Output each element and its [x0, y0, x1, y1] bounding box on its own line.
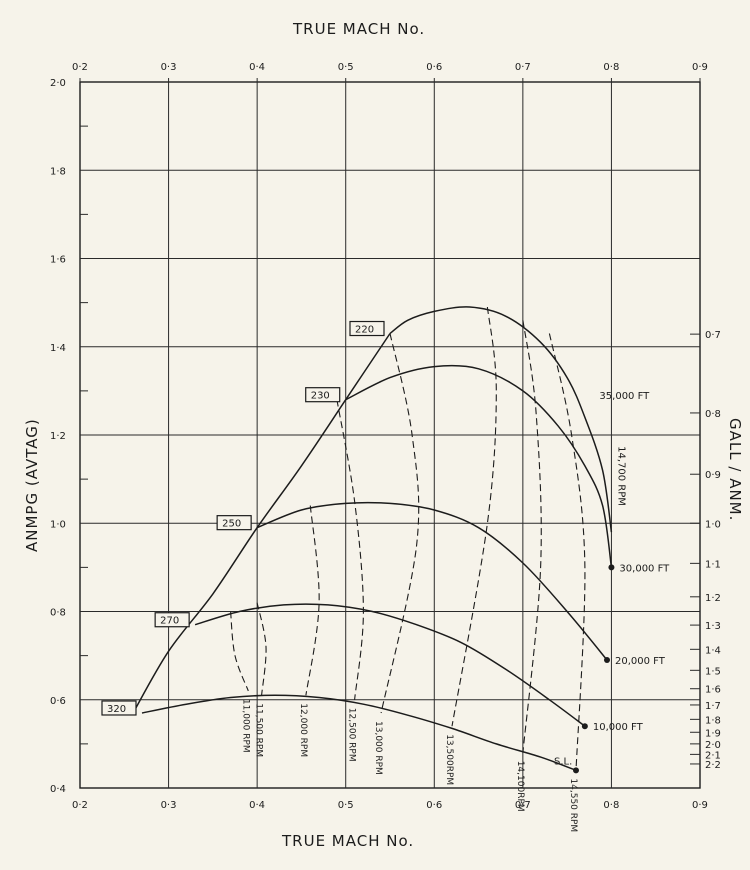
rpm-dashed-line — [380, 333, 420, 714]
x-tick-label-top: 0·8 — [603, 62, 619, 73]
x-tick-label-top: 0·7 — [515, 62, 531, 73]
y2-tick-label: 1·1 — [705, 559, 721, 570]
y2-tick-label: 2·1 — [705, 750, 721, 761]
x-tick-label-bottom: 0·9 — [692, 800, 708, 811]
series-label-230: 230 — [311, 391, 330, 402]
y2-tick-label: 1·3 — [705, 621, 721, 632]
y2-tick-label: 1·4 — [705, 645, 721, 656]
rpm-dashed-line — [548, 333, 586, 771]
y2-tick-label: 1·5 — [705, 666, 721, 677]
altitude-label: 20,000 FT — [615, 656, 666, 667]
y2-tick-label: 1·0 — [705, 519, 721, 530]
curve-layer — [132, 306, 615, 774]
x-tick-label-top: 0·9 — [692, 62, 708, 73]
series-curve-250 — [256, 501, 608, 661]
y-tick-label: 1·4 — [50, 343, 66, 354]
rpm-dashed-line — [305, 505, 320, 696]
y2-tick-label: 1·7 — [705, 701, 721, 712]
rpm-label: 13,500RPM — [444, 734, 454, 785]
series-label-220: 220 — [355, 325, 374, 336]
altitude-rpm-label: 14,700 RPM — [615, 446, 626, 506]
y2-tick-label: 2·2 — [705, 760, 721, 771]
y-tick-label: 1·8 — [50, 166, 66, 177]
y2-axis-label: GALL / ANM. — [726, 418, 744, 521]
grid-layer — [79, 78, 701, 789]
x-tick-label-top: 0·5 — [338, 62, 354, 73]
y-tick-label: 0·8 — [50, 608, 66, 619]
series-box-320 — [101, 700, 137, 716]
series-curve-220 — [389, 306, 613, 533]
y2-tick-label: 1·8 — [705, 715, 721, 726]
series-box-250 — [216, 515, 252, 531]
x-tick-label-top: 0·4 — [249, 62, 265, 73]
x-tick-label-bottom: 0·7 — [515, 800, 531, 811]
y-tick-label: 1·2 — [50, 431, 66, 442]
y-tick-label: 0·4 — [50, 784, 66, 795]
rpm-label: 12,500 RPM — [347, 708, 357, 762]
altitude-label: 35,000 FT — [599, 391, 650, 402]
x-tick-label-bottom: 0·4 — [249, 800, 265, 811]
x-tick-label-bottom: 0·8 — [603, 800, 619, 811]
y2-tick-label: 0·8 — [705, 409, 721, 420]
rpm-label: 11,000 RPM — [240, 699, 250, 753]
y-tick-label: 0·6 — [50, 696, 66, 707]
rpm-label: 11,500 RPM — [254, 703, 264, 757]
y-tick-label: 1·0 — [50, 519, 66, 530]
y2-tick-label: 0·9 — [705, 470, 721, 481]
rpm-label: 13,000 RPM — [373, 721, 383, 775]
x-tick-label-bottom: 0·3 — [161, 800, 177, 811]
x-tick-label-top: 0·6 — [426, 62, 442, 73]
altitude-label: S.L. — [554, 756, 572, 767]
series-curve-270 — [194, 603, 586, 727]
series-curve-230 — [345, 364, 613, 568]
y2-tick-label: 2·0 — [705, 740, 721, 751]
x-tick-label-bottom: 0·2 — [72, 800, 88, 811]
rpm-dashed-line — [336, 399, 364, 700]
y2-tick-label: 0·7 — [705, 330, 721, 341]
x-tick-label-top: 0·3 — [161, 62, 177, 73]
series-label-270: 270 — [160, 616, 179, 627]
altitude-point — [604, 657, 610, 664]
series-box-270 — [154, 612, 190, 628]
rpm-dashed-line — [451, 306, 497, 727]
y2-tick-label: 1·6 — [705, 685, 721, 696]
chart-title-top: TRUE MACH No. — [292, 20, 425, 38]
altitude-label: 10,000 FT — [593, 722, 644, 733]
x-tick-label-bottom: 0·5 — [338, 800, 354, 811]
label-layer: 0·2 0·2 0·3 0·3 0·4 0·4 0·5 0·5 0·6 0·6 0·7 0·7 0·8 0… — [23, 20, 744, 850]
series-label-320: 320 — [107, 704, 126, 715]
x-axis-label: TRUE MACH No. — [281, 832, 414, 850]
rpm-label: 14,100RPM — [515, 761, 525, 812]
rpm-dashed-line — [230, 611, 249, 692]
rpm-label: 14,550 RPM — [568, 778, 578, 832]
y-axis-label: ANMPG (AVTAG) — [23, 418, 41, 552]
altitude-point — [608, 564, 615, 571]
y2-tick-label: 1·2 — [705, 593, 721, 604]
rpm-dashed-line — [256, 602, 267, 696]
y2-tick-label: 1·9 — [705, 728, 721, 739]
x-tick-label-bottom: 0·6 — [426, 800, 442, 811]
y-tick-label: 2·0 — [50, 78, 66, 89]
series-box-230 — [305, 387, 341, 403]
rpm-dashed-line — [522, 320, 542, 753]
altitude-label: 30,000 FT — [619, 563, 670, 574]
series-box-220 — [349, 320, 385, 337]
y-tick-label: 1·6 — [50, 255, 66, 266]
altitude-point — [581, 723, 588, 730]
rpm-label: 12,000 RPM — [298, 703, 308, 757]
x-tick-label-top: 0·2 — [72, 62, 88, 73]
series-label-250: 250 — [222, 519, 241, 530]
altitude-point — [573, 767, 579, 774]
series-curve-320 — [141, 694, 577, 772]
